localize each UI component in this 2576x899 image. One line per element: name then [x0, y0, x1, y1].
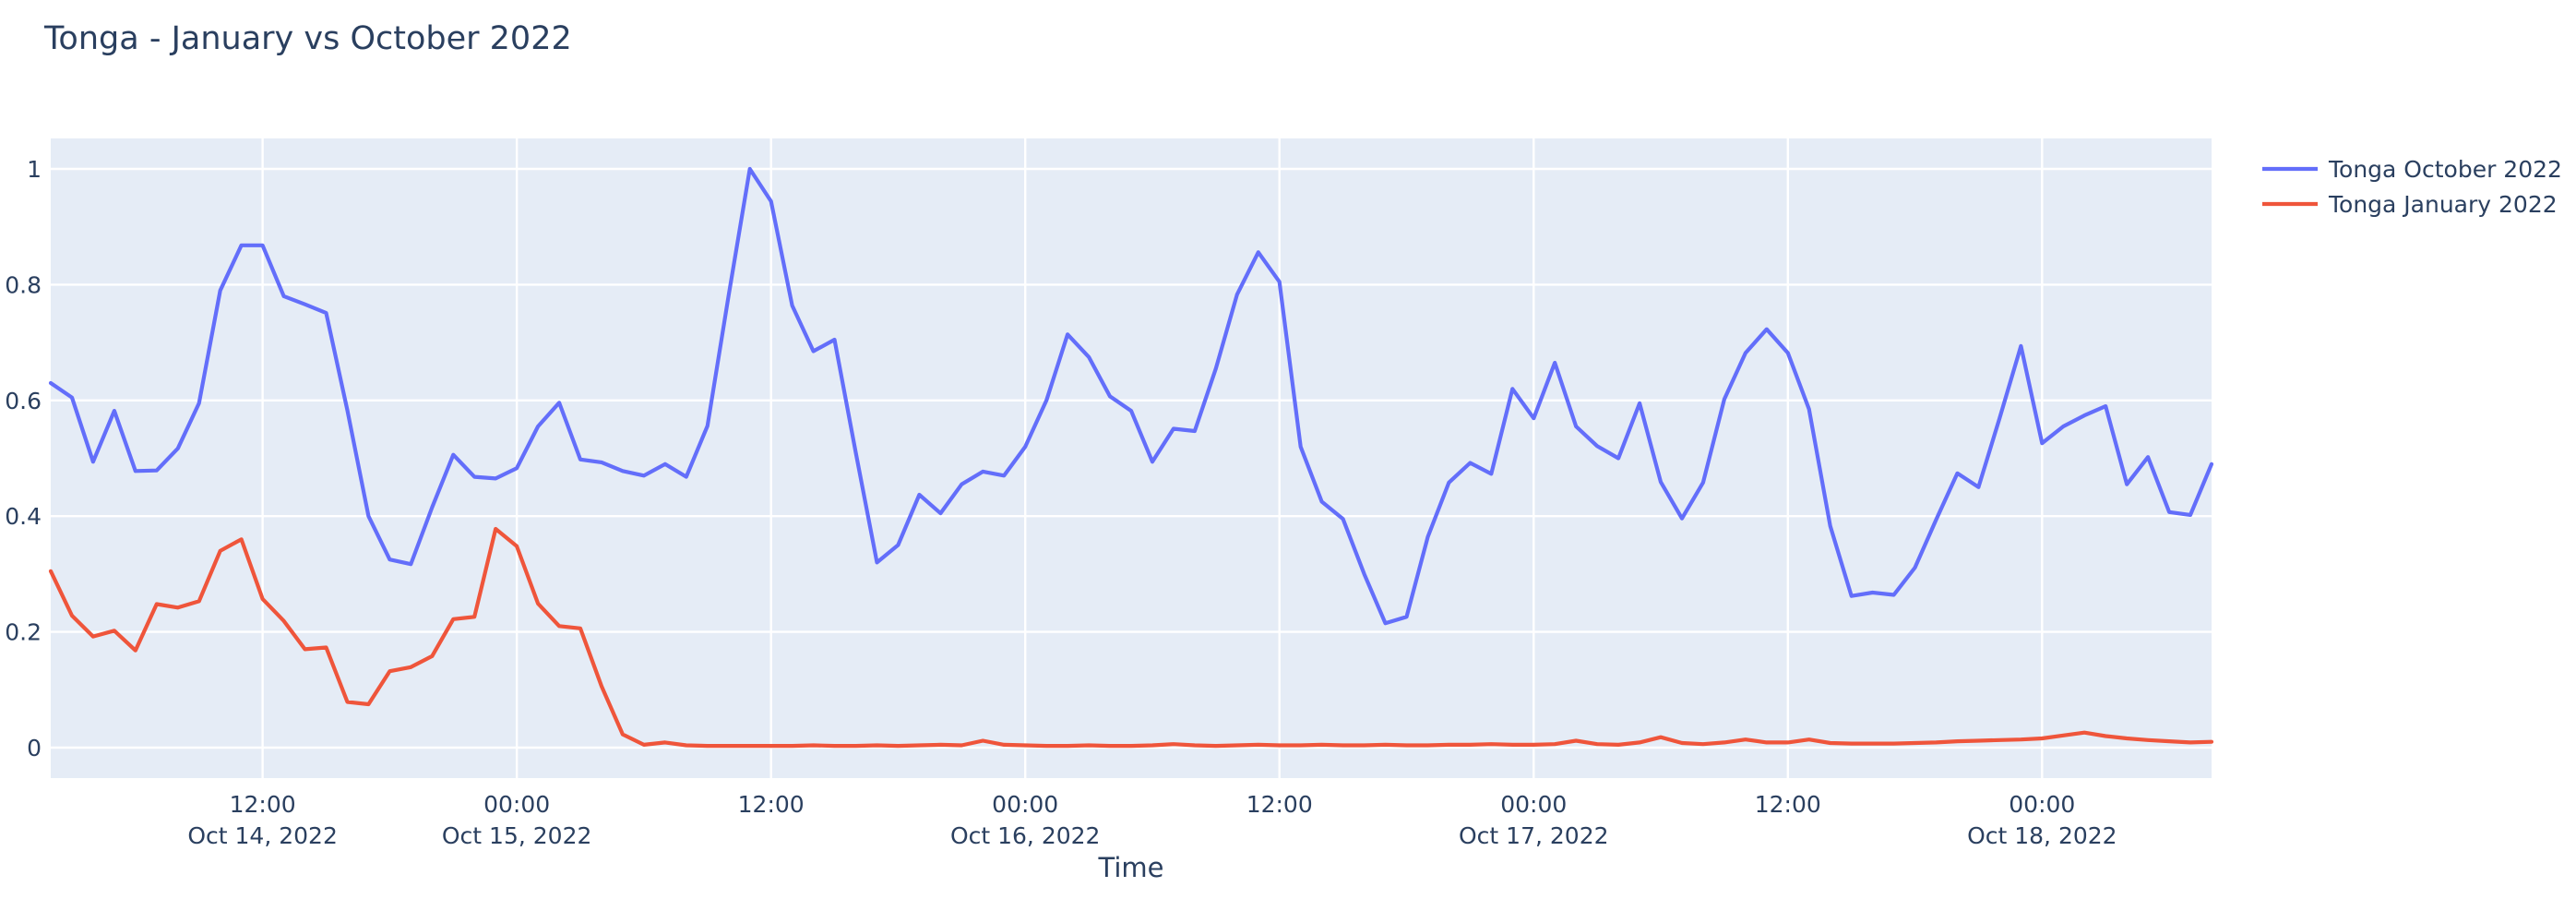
- legend-item-october[interactable]: Tonga October 2022: [2262, 156, 2562, 183]
- legend-label: Tonga October 2022: [2328, 156, 2562, 183]
- plot-area[interactable]: [51, 138, 2212, 778]
- series-line-october: [48, 166, 2214, 626]
- x-tick-date-label: Oct 17, 2022: [1459, 822, 1609, 849]
- y-tick-label: 0: [27, 735, 42, 761]
- x-tick-time-label: 00:00: [992, 791, 1058, 818]
- legend-item-january[interactable]: Tonga January 2022: [2262, 191, 2558, 218]
- y-tick-label: 1: [27, 156, 42, 183]
- y-tick-label: 0.2: [5, 619, 42, 646]
- x-tick-time-label: 12:00: [738, 791, 805, 818]
- x-tick-time-label: 12:00: [230, 791, 296, 818]
- x-axis-title: Time: [1098, 852, 1164, 883]
- y-tick-label: 0.4: [5, 503, 42, 530]
- chart-title: Tonga - January vs October 2022: [44, 20, 572, 57]
- x-tick-time-label: 00:00: [1500, 791, 1567, 818]
- x-tick-date-label: Oct 16, 2022: [950, 822, 1101, 849]
- x-tick-time-label: 00:00: [483, 791, 550, 818]
- y-tick-label: 0.8: [5, 271, 42, 298]
- series-line-january: [48, 526, 2214, 749]
- x-tick-date-label: Oct 14, 2022: [187, 822, 338, 849]
- legend-label: Tonga January 2022: [2328, 191, 2558, 218]
- x-tick-time-label: 00:00: [2009, 791, 2075, 818]
- x-tick-date-label: Oct 15, 2022: [442, 822, 592, 849]
- x-tick-time-label: 12:00: [1755, 791, 1821, 818]
- x-tick-date-label: Oct 18, 2022: [1967, 822, 2117, 849]
- x-tick-time-label: 12:00: [1246, 791, 1313, 818]
- y-tick-label: 0.6: [5, 388, 42, 414]
